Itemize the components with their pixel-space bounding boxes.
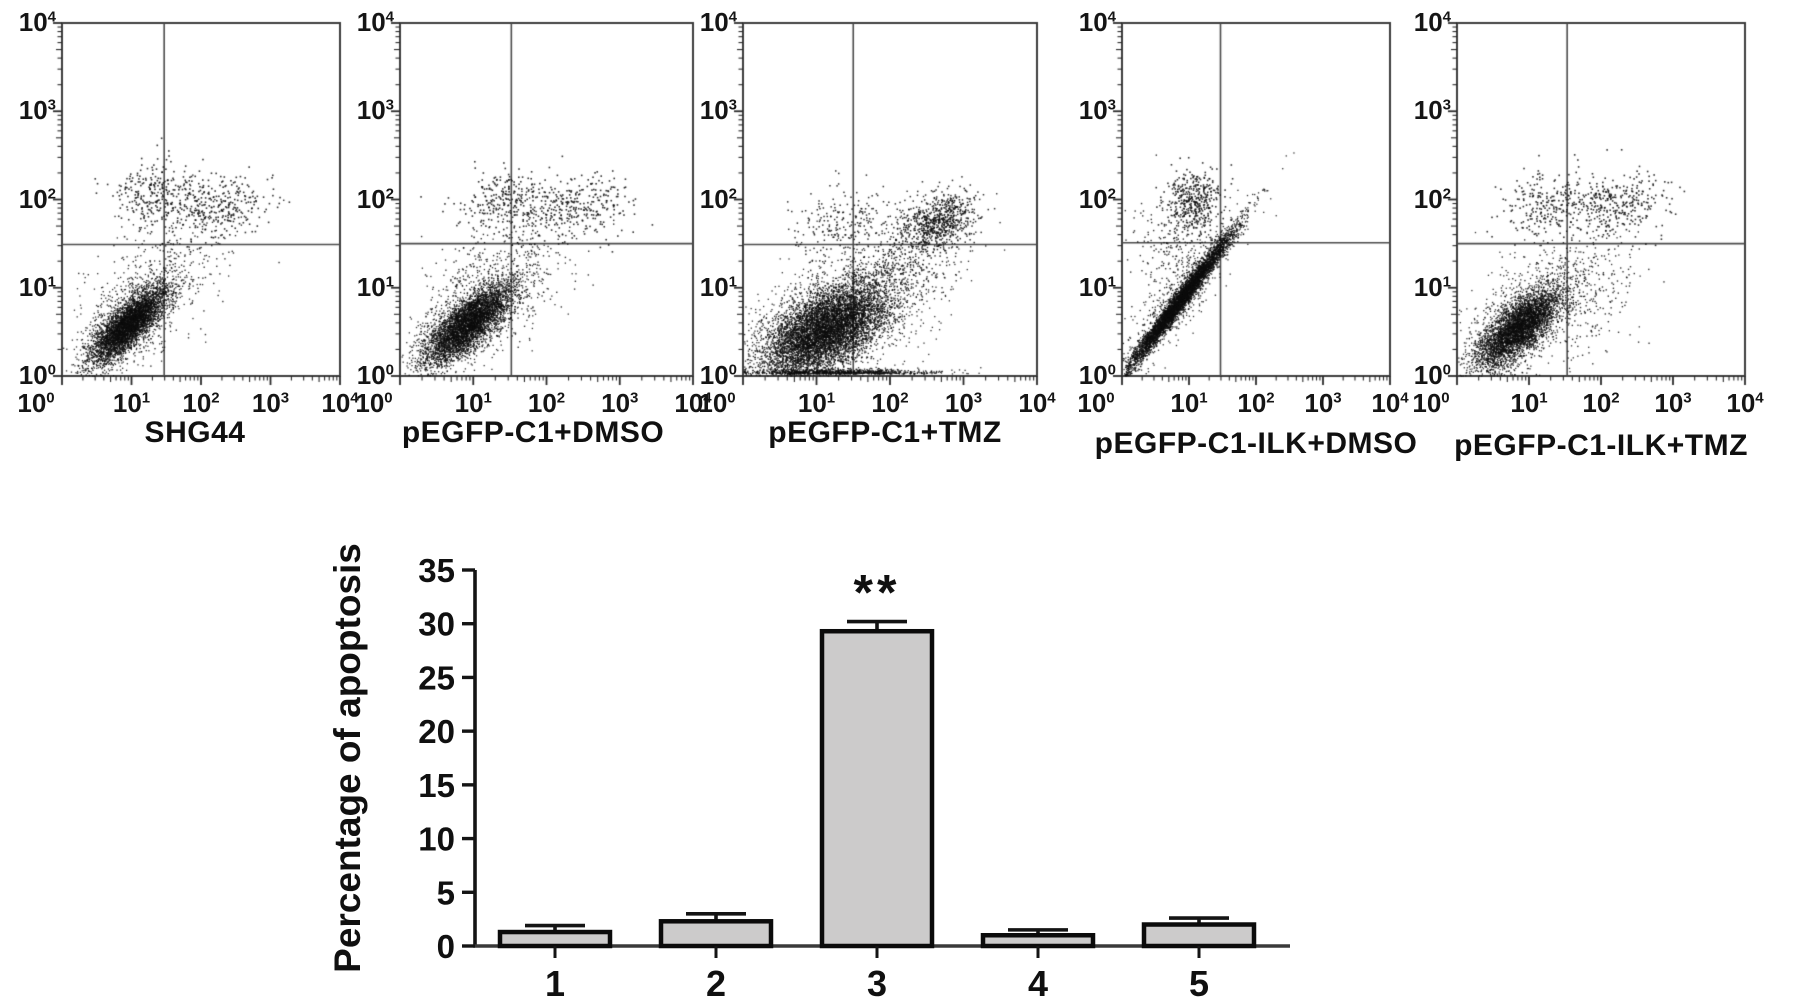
- bar-category-5: [1141, 922, 1257, 949]
- x-tick-label: 102: [182, 388, 220, 418]
- y-tick-label: 103: [356, 95, 394, 126]
- panel-title: pEGFP-C1-ILK+TMZ: [1454, 429, 1748, 462]
- x-tick-label: 100: [355, 388, 393, 418]
- category-label: 4: [1028, 963, 1048, 1004]
- y-tick-label: 101: [356, 271, 394, 302]
- x-tick-label: 102: [1582, 388, 1620, 418]
- y-tick-label: 25: [418, 659, 455, 696]
- x-tick-label: 101: [112, 388, 151, 418]
- x-tick-label: 103: [1654, 388, 1692, 418]
- y-tick-label: 35: [418, 552, 455, 589]
- y-tick-label: 101: [1413, 271, 1451, 302]
- y-tick-label: 101: [1078, 271, 1116, 302]
- y-tick-label: 103: [1413, 95, 1451, 126]
- y-tick-label: 5: [437, 874, 455, 911]
- x-tick-label: 103: [944, 388, 983, 418]
- y-tick-label: 104: [356, 7, 394, 37]
- x-tick-label: 104: [674, 388, 712, 418]
- x-tick-label: 102: [1237, 388, 1275, 418]
- flow-panel-pegfp-c1-ilk-dmso: pEGFP-C1-ILK+DMSO 100 101 102 103 104 100 101 1…: [1060, 2, 1417, 467]
- x-tick-label: 100: [698, 388, 736, 418]
- x-tick-label: 104: [1371, 388, 1409, 418]
- category-label: 1: [545, 963, 565, 1004]
- flow-panel-pegfp-c1-ilk-tmz: pEGFP-C1-ILK+TMZ 100 101 102 103 104 100 101 10…: [1395, 2, 1764, 467]
- y-tick-label: 102: [356, 183, 394, 214]
- bar-category-4: [980, 933, 1096, 949]
- x-tick-label: 102: [871, 388, 909, 418]
- x-tick-label: 101: [797, 388, 836, 418]
- panel-title: pEGFP-C1+TMZ: [768, 416, 1002, 449]
- scatter-plot-canvas: [1060, 2, 1408, 392]
- bar-category-1: [497, 929, 613, 949]
- y-tick-label: 104: [18, 7, 56, 37]
- flow-panel-pegfp-c1-tmz: pEGFP-C1+TMZ 100 101 102 103 104 100 101 102 103…: [681, 2, 1056, 467]
- category-label: 3: [867, 963, 887, 1004]
- y-tick-label: 103: [699, 95, 737, 126]
- x-tick-label: 100: [17, 388, 55, 418]
- x-tick-label: 102: [527, 388, 566, 418]
- y-tick-label: 100: [699, 360, 737, 390]
- x-tick-label: 103: [601, 388, 639, 418]
- x-tick-label: 103: [251, 388, 290, 418]
- y-tick-label: 104: [1413, 7, 1451, 37]
- y-tick-label: 100: [356, 360, 394, 390]
- scatter-plot-canvas: [681, 2, 1055, 392]
- y-tick-label: 102: [1413, 183, 1451, 214]
- y-tick-label: 103: [1078, 95, 1116, 126]
- x-tick-label: 100: [1412, 388, 1450, 418]
- y-tick-label: 102: [699, 183, 737, 214]
- y-tick-label: 100: [1413, 360, 1451, 390]
- y-tick-label: 100: [1078, 360, 1116, 390]
- y-tick-label: 102: [18, 183, 56, 214]
- x-tick-label: 101: [1170, 388, 1208, 418]
- bar-chart-y-axis-title: Percentage of apoptosis: [327, 543, 368, 973]
- flow-panel-shg44: SHG44 100 101 102 103 104 100 101 102 103 104: [0, 2, 359, 467]
- y-tick-label: 20: [418, 713, 455, 750]
- y-tick-label: 101: [18, 271, 56, 302]
- significance-stars: **: [854, 565, 901, 621]
- bar-category-2: [658, 919, 774, 949]
- x-tick-label: 100: [1077, 388, 1115, 418]
- x-tick-label: 104: [1726, 388, 1764, 418]
- y-tick-label: 0: [437, 928, 455, 965]
- y-tick-label: 15: [418, 767, 455, 804]
- y-tick-label: 104: [699, 7, 737, 37]
- panel-title: SHG44: [144, 416, 246, 449]
- category-label: 5: [1189, 963, 1209, 1004]
- scatter-plot-canvas: [338, 2, 711, 392]
- x-tick-label: 103: [1304, 388, 1342, 418]
- flow-panel-pegfp-c1-dmso: pEGFP-C1+DMSO 100 101 102 103 104 100 101 102 10…: [338, 2, 712, 467]
- y-tick-label: 10: [418, 821, 455, 858]
- category-label: 2: [706, 963, 726, 1004]
- panel-title: pEGFP-C1+DMSO: [401, 416, 665, 449]
- y-tick-label: 100: [18, 360, 56, 390]
- x-tick-label: 104: [1018, 388, 1056, 418]
- y-tick-label: 104: [1078, 7, 1116, 37]
- scatter-plot-canvas: [1395, 2, 1763, 392]
- bar-category-3: [819, 628, 935, 949]
- scatter-plot-canvas: [0, 2, 358, 392]
- x-tick-label: 101: [454, 388, 492, 418]
- x-tick-label: 101: [1510, 388, 1548, 418]
- y-tick-label: 101: [699, 271, 737, 302]
- y-tick-label: 102: [1078, 183, 1116, 214]
- panel-title: pEGFP-C1-ILK+DMSO: [1094, 427, 1418, 460]
- x-tick-label: 104: [321, 388, 359, 418]
- y-tick-label: 103: [18, 95, 56, 126]
- y-tick-label: 30: [418, 606, 455, 643]
